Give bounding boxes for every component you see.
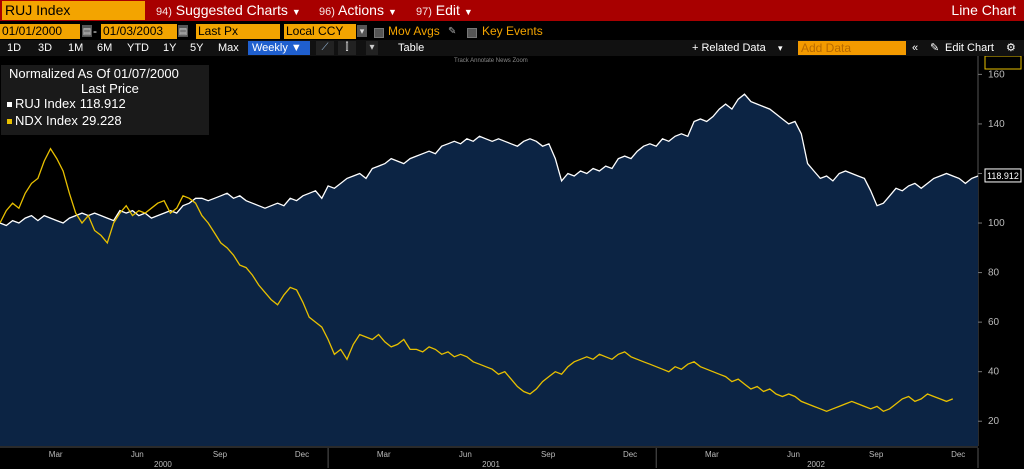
chevron-down-icon[interactable]: ▾ [366, 41, 378, 55]
range-max[interactable]: Max [218, 42, 239, 54]
ticker-field[interactable]: RUJ Index [2, 1, 145, 20]
x-tick-label: Jun [459, 450, 472, 459]
gear-icon[interactable]: ⚙ [1006, 42, 1016, 54]
y-tick-label: 40 [988, 367, 1000, 378]
chart-marks: 20406080100120140160118.91229.228MarJunS… [49, 56, 1022, 469]
menu-suggested-charts[interactable]: 94) Suggested Charts ▼ [156, 0, 301, 21]
legend-swatch [7, 102, 12, 108]
last-price-header: Last Price [81, 81, 139, 96]
x-tick-label: Jun [131, 450, 144, 459]
y-tick-label: 100 [988, 218, 1005, 229]
menu-number: 96) [319, 6, 335, 18]
range-1d[interactable]: 1D [7, 42, 22, 54]
legend-series-name: NDX Index [15, 113, 78, 128]
ruj-area-fill [0, 94, 978, 446]
x-tick-label: Mar [705, 450, 719, 459]
legend-series-name: RUJ Index [15, 96, 76, 111]
currency-select[interactable]: Local CCY [284, 24, 356, 39]
range-6m[interactable]: 6M [97, 42, 113, 54]
chart-type-title: Line Chart [951, 2, 1016, 18]
menu-edit[interactable]: 97) Edit ▼ [416, 0, 473, 21]
pencil-icon[interactable]: ✎ [448, 26, 457, 37]
chart-legend: Normalized As Of 01/07/2000 Last Price R… [1, 65, 209, 135]
range-3d[interactable]: 3D [38, 42, 53, 54]
calendar-icon[interactable]: ▤ [178, 25, 188, 37]
svg-text:29.228: 29.228 [987, 56, 1015, 58]
key-events-label[interactable]: Key Events [482, 24, 543, 38]
edit-chart-button[interactable]: Edit Chart [945, 42, 994, 54]
bar-type-icon[interactable]: ⫿ [338, 41, 356, 55]
range-ytd[interactable]: YTD [127, 42, 149, 54]
line-chart-icon[interactable]: ⟋ [316, 41, 334, 55]
chevron-down-icon: ▼ [463, 7, 473, 17]
x-tick-label: Sep [213, 450, 228, 459]
menu-label: Edit [435, 2, 460, 18]
chevron-down-icon[interactable]: ▾ [357, 25, 367, 37]
menu-label: Actions [338, 2, 384, 18]
x-tick-label: Mar [377, 450, 391, 459]
legend-item-ndx[interactable]: NDX Index 29.228 [7, 113, 122, 128]
title-bar: RUJ Index 94) Suggested Charts ▼ 96) Acti… [0, 0, 1024, 21]
svg-text:118.912: 118.912 [987, 171, 1019, 181]
chevron-down-icon: ▼ [291, 7, 301, 17]
legend-series-value: 118.912 [79, 96, 126, 111]
legend-item-ruj[interactable]: RUJ Index 118.912 [7, 96, 126, 111]
pencil-icon[interactable]: ✎ [930, 42, 940, 54]
price-field-select[interactable]: Last Px [196, 24, 280, 39]
mov-avgs-checkbox[interactable] [374, 28, 384, 38]
range-5y[interactable]: 5Y [190, 42, 204, 54]
controls-row: 01/01/2000 ▤ - 01/03/2003 ▤ Last Px Loca… [0, 22, 1024, 40]
x-tick-label: Dec [623, 450, 637, 459]
y-tick-label: 160 [988, 69, 1005, 80]
menu-number: 94) [156, 6, 172, 18]
x-tick-label: Dec [295, 450, 309, 459]
date-separator: - [93, 24, 97, 38]
chevron-down-icon[interactable]: ▾ [778, 43, 783, 53]
legend-series-value: 29.228 [81, 113, 122, 128]
menu-label: Suggested Charts [175, 2, 288, 18]
range-1y[interactable]: 1Y [163, 42, 177, 54]
key-events-checkbox[interactable] [467, 28, 477, 38]
line-chart: 20406080100120140160118.91229.228MarJunS… [0, 56, 1022, 469]
frequency-select[interactable]: Weekly ▼ [248, 41, 310, 55]
menu-number: 97) [416, 6, 432, 18]
end-date-field[interactable]: 01/03/2003 [101, 24, 177, 39]
ndx-last-value-tag: 29.228 [984, 56, 1022, 70]
range-toolbar: 1D 3D 1M 6M YTD 1Y 5Y Max Weekly ▼ ⟋ ⫿ ▾… [0, 40, 1024, 56]
ruj-last-value-tag: 118.912 [984, 168, 1022, 183]
year-label: 2000 [154, 460, 172, 469]
year-label: 2002 [807, 460, 825, 469]
collapse-icon[interactable]: « [912, 42, 919, 54]
x-tick-label: Dec [951, 450, 965, 459]
add-data-input[interactable]: Add Data [798, 41, 906, 55]
mov-avgs-label[interactable]: Mov Avgs [388, 24, 440, 38]
calendar-icon[interactable]: ▤ [82, 25, 92, 37]
x-tick-label: Jun [787, 450, 800, 459]
normalized-note: Normalized As Of 01/07/2000 [9, 66, 179, 81]
start-date-field[interactable]: 01/01/2000 [0, 24, 80, 39]
x-tick-label: Sep [541, 450, 556, 459]
y-tick-label: 80 [988, 268, 1000, 279]
related-data-button[interactable]: + Related Data [692, 42, 766, 54]
x-tick-label: Mar [49, 450, 63, 459]
year-label: 2001 [482, 460, 500, 469]
table-button[interactable]: Table [398, 42, 425, 54]
x-tick-label: Sep [869, 450, 884, 459]
y-tick-label: 60 [988, 317, 1000, 328]
legend-swatch [7, 119, 12, 125]
range-1m[interactable]: 1M [68, 42, 84, 54]
y-tick-label: 140 [988, 119, 1005, 130]
chevron-down-icon: ▼ [387, 7, 397, 17]
y-tick-label: 20 [988, 416, 1000, 427]
ndx-series-line [0, 147, 954, 413]
chart-mini-tools[interactable]: Track Annotate News Zoom [454, 58, 528, 64]
ruj-series-line [0, 93, 979, 227]
menu-actions[interactable]: 96) Actions ▼ [319, 0, 397, 21]
